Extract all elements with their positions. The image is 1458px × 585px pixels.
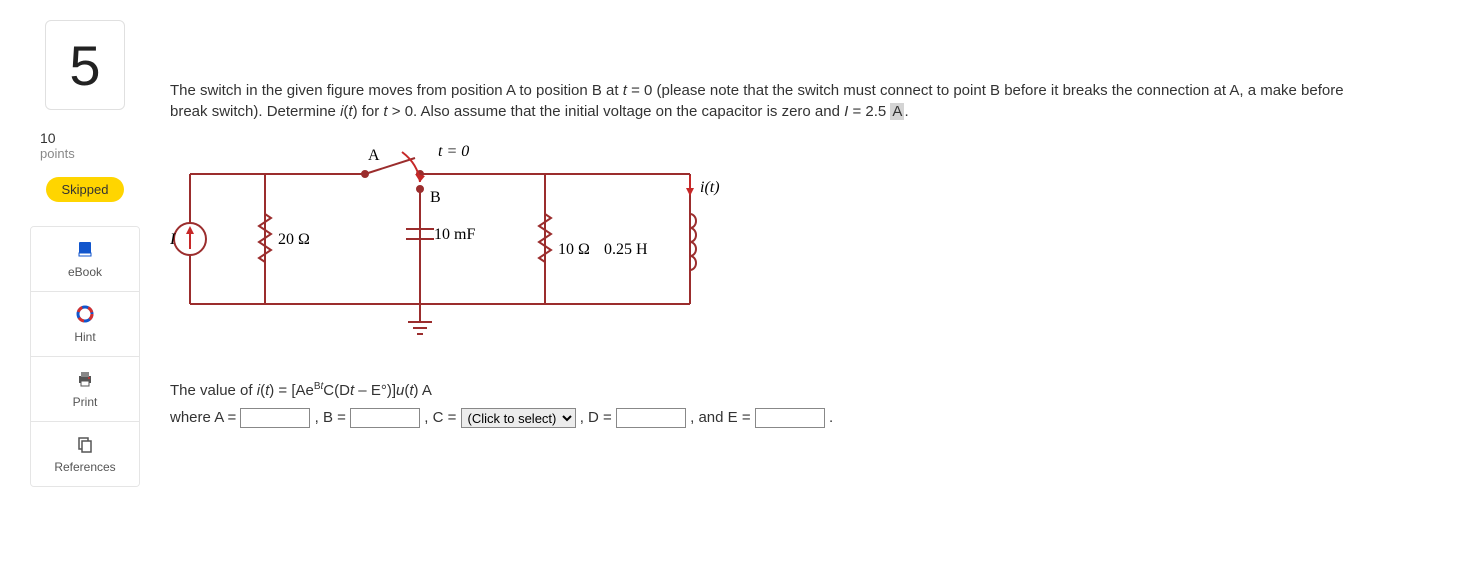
label-B: , B = bbox=[315, 409, 350, 426]
input-E[interactable] bbox=[755, 408, 825, 428]
page-container: 5 10 points Skipped eBook Hint bbox=[0, 0, 1458, 507]
sidebar: 5 10 points Skipped eBook Hint bbox=[30, 20, 140, 487]
label-B: B bbox=[430, 189, 441, 206]
label-andE: , and E = bbox=[690, 409, 755, 426]
text: The switch in the given figure moves fro… bbox=[170, 82, 623, 99]
text: C(D bbox=[323, 382, 350, 399]
copy-icon bbox=[75, 434, 95, 454]
text: . bbox=[904, 103, 908, 120]
points-label: points bbox=[40, 146, 140, 161]
sup: B bbox=[314, 381, 321, 392]
label-R2: 10 Ω bbox=[558, 241, 590, 258]
printer-icon bbox=[75, 369, 95, 389]
label-L: 0.25 H bbox=[604, 241, 648, 258]
text: = 2.5 bbox=[848, 103, 890, 120]
question-number: 5 bbox=[69, 33, 100, 98]
main-content: The switch in the given figure moves fro… bbox=[170, 20, 1428, 487]
label-C: , C = bbox=[424, 409, 460, 426]
highlight-A: A bbox=[890, 103, 904, 120]
input-D[interactable] bbox=[616, 408, 686, 428]
label-D: , D = bbox=[580, 409, 616, 426]
answer-inputs-row: where A = , B = , C = (Click to select) … bbox=[170, 404, 1428, 431]
text: ) A bbox=[414, 382, 432, 399]
tool-list: eBook Hint Print References bbox=[30, 226, 140, 487]
tool-print[interactable]: Print bbox=[31, 357, 139, 422]
label-end: . bbox=[829, 409, 833, 426]
text: – E°)] bbox=[354, 382, 396, 399]
text: The value of bbox=[170, 382, 257, 399]
tool-label: Hint bbox=[74, 330, 95, 344]
text: > 0. Also assume that the initial voltag… bbox=[388, 103, 845, 120]
status-badge-skipped: Skipped bbox=[46, 177, 125, 202]
problem-statement: The switch in the given figure moves fro… bbox=[170, 80, 1370, 122]
answer-formula: The value of i(t) = [AeBtC(Dt – E°)]u(t)… bbox=[170, 377, 1428, 404]
label-where-A: where A = bbox=[170, 409, 240, 426]
select-C[interactable]: (Click to select) bbox=[461, 408, 576, 428]
points-block: 10 points bbox=[30, 130, 140, 161]
label-C: 10 mF bbox=[434, 226, 475, 243]
tool-label: eBook bbox=[68, 265, 102, 279]
points-value: 10 bbox=[40, 130, 140, 146]
input-A[interactable] bbox=[240, 408, 310, 428]
tool-references[interactable]: References bbox=[31, 422, 139, 486]
label-t0: t = 0 bbox=[438, 143, 469, 160]
circuit-diagram: A t = 0 B I 20 Ω 10 mF 10 Ω 0.25 H i(t) bbox=[170, 134, 730, 344]
text: ) for bbox=[353, 103, 384, 120]
question-number-card: 5 bbox=[45, 20, 125, 110]
input-B[interactable] bbox=[350, 408, 420, 428]
label-A: A bbox=[368, 147, 380, 164]
tool-label: References bbox=[54, 460, 115, 474]
lifebuoy-icon bbox=[75, 304, 95, 324]
tool-label: Print bbox=[73, 395, 98, 409]
book-icon bbox=[75, 239, 95, 259]
tool-hint[interactable]: Hint bbox=[31, 292, 139, 357]
text: ) = [Ae bbox=[269, 382, 314, 399]
label-R1: 20 Ω bbox=[278, 231, 310, 248]
label-I: I bbox=[170, 231, 176, 248]
label-it: i(t) bbox=[700, 179, 720, 196]
tool-ebook[interactable]: eBook bbox=[31, 227, 139, 292]
